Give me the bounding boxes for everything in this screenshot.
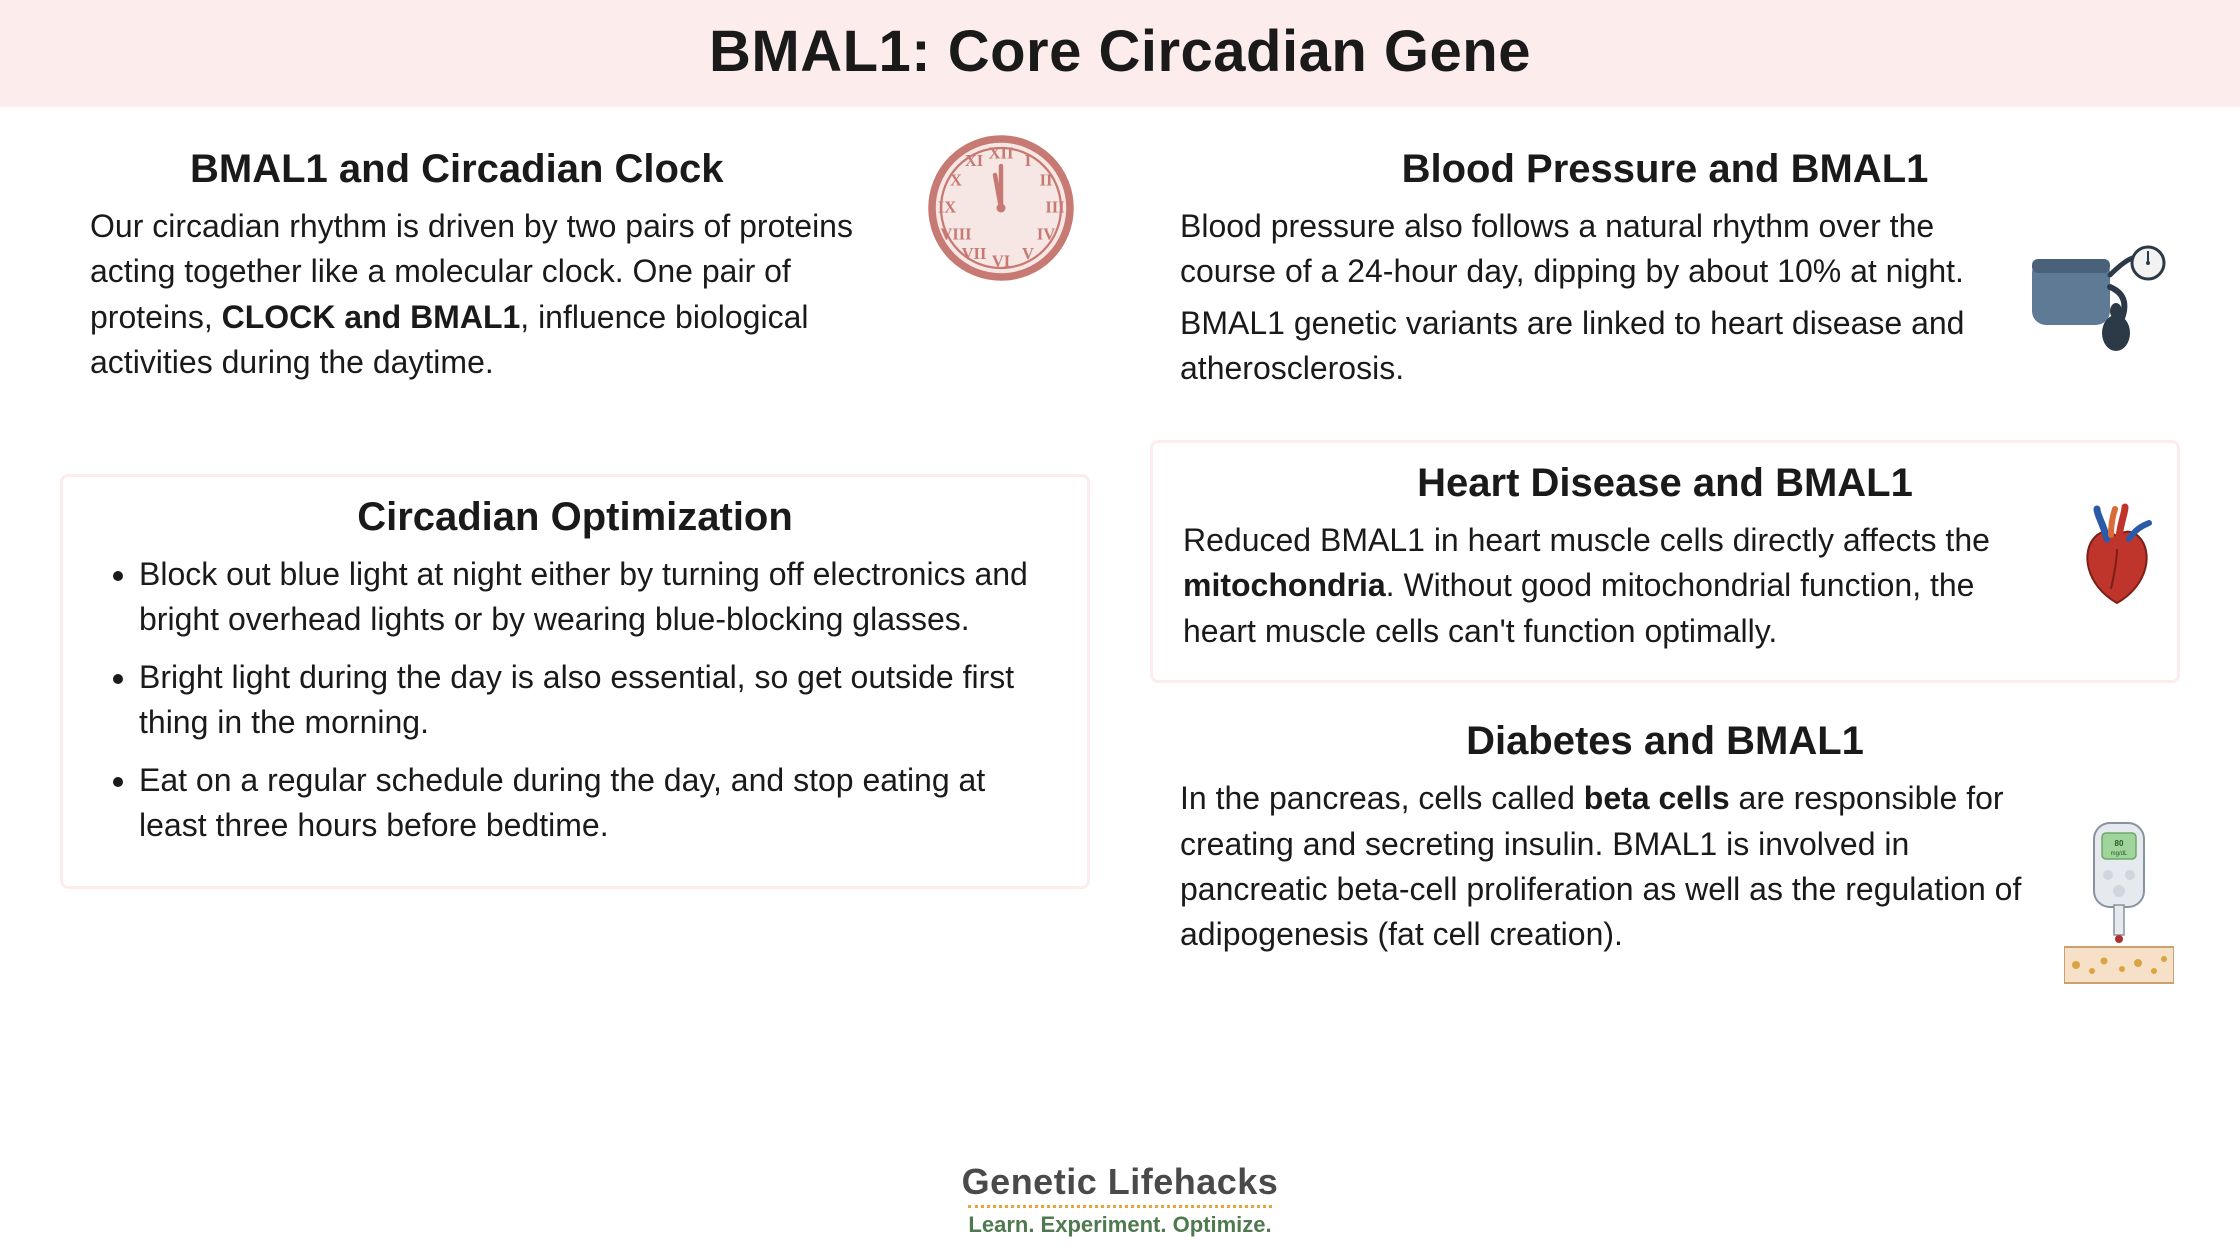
heart-icon	[2067, 503, 2167, 618]
optimization-list: Block out blue light at night either by …	[93, 552, 1057, 849]
svg-text:VII: VII	[962, 244, 987, 263]
svg-text:IX: IX	[938, 198, 956, 217]
page-title: BMAL1: Core Circadian Gene	[0, 18, 2240, 85]
right-column: Blood Pressure and BMAL1 Blood pressure …	[1150, 137, 2180, 980]
heading-heart-disease: Heart Disease and BMAL1	[1183, 461, 2147, 506]
list-item: Block out blue light at night either by …	[139, 552, 1057, 643]
section-circadian-clock: XII I II III IV V VI VII VIII IX X XI	[60, 137, 1090, 408]
list-item: Eat on a regular schedule during the day…	[139, 758, 1057, 849]
section-circadian-optimization: Circadian Optimization Block out blue li…	[60, 474, 1090, 890]
svg-text:80: 80	[2115, 839, 2124, 848]
clock-icon: XII I II III IV V VI VII VIII IX X XI	[926, 133, 1076, 288]
svg-text:XII: XII	[989, 144, 1014, 163]
svg-text:IV: IV	[1037, 225, 1055, 244]
blood-pressure-cuff-icon	[2026, 227, 2166, 362]
svg-text:mg/dL: mg/dL	[2111, 851, 2128, 857]
text-circadian-clock: Our circadian rhythm is driven by two pa…	[90, 204, 1060, 386]
svg-text:XI: XI	[965, 151, 983, 170]
heading-circadian-clock: BMAL1 and Circadian Clock	[90, 147, 1060, 192]
text-heart-disease: Reduced BMAL1 in heart muscle cells dire…	[1183, 518, 2147, 654]
svg-text:VIII: VIII	[940, 225, 971, 244]
brand-tagline: Learn. Experiment. Optimize.	[968, 1205, 1271, 1238]
heading-diabetes: Diabetes and BMAL1	[1180, 719, 2150, 764]
section-heart-disease: Heart Disease and BMAL1 Reduced BMAL1 in…	[1150, 440, 2180, 683]
text-blood-pressure-1: Blood pressure also follows a natural rh…	[1180, 204, 2150, 295]
heading-blood-pressure: Blood Pressure and BMAL1	[1180, 147, 2150, 192]
columns: XII I II III IV V VI VII VIII IX X XI	[0, 107, 2240, 980]
svg-text:X: X	[950, 171, 962, 190]
svg-text:III: III	[1045, 198, 1064, 217]
glucose-meter-icon: 80 mg/dL	[2064, 819, 2174, 994]
footer: Genetic Lifehacks Learn. Experiment. Opt…	[0, 1161, 2240, 1238]
section-blood-pressure: Blood Pressure and BMAL1 Blood pressure …	[1150, 137, 2180, 414]
brand-name: Genetic Lifehacks	[0, 1161, 2240, 1203]
title-band: BMAL1: Core Circadian Gene	[0, 0, 2240, 107]
text-diabetes: In the pancreas, cells called beta cells…	[1180, 776, 2150, 958]
svg-text:I: I	[1025, 151, 1031, 170]
svg-text:V: V	[1022, 244, 1034, 263]
heading-circadian-optimization: Circadian Optimization	[93, 495, 1057, 540]
left-column: XII I II III IV V VI VII VIII IX X XI	[60, 137, 1090, 980]
svg-text:II: II	[1040, 171, 1053, 190]
svg-text:VI: VI	[992, 252, 1010, 271]
section-diabetes: 80 mg/dL Di	[1150, 709, 2180, 980]
list-item: Bright light during the day is also esse…	[139, 655, 1057, 746]
text-blood-pressure-2: BMAL1 genetic variants are linked to hea…	[1180, 301, 2150, 392]
